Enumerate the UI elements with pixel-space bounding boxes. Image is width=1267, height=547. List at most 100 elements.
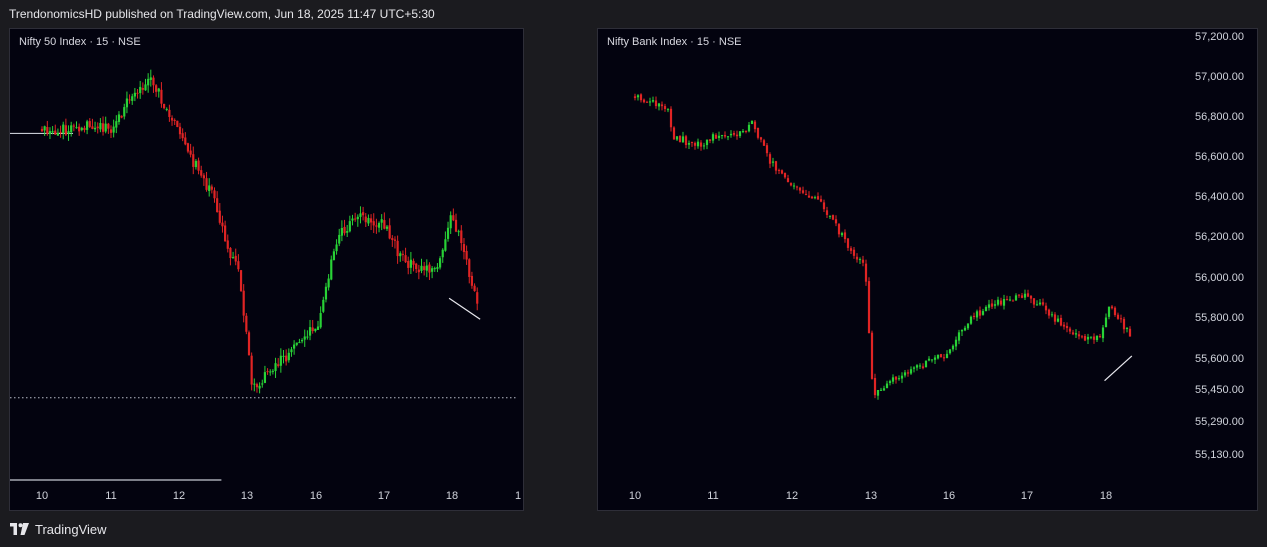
candle-body xyxy=(660,104,664,107)
candle-body xyxy=(675,136,679,140)
candle-body xyxy=(708,139,712,141)
y-tick-label: 57,000.00 xyxy=(1195,71,1244,83)
candle-body xyxy=(54,130,57,135)
candle-body xyxy=(123,107,126,117)
candle-body xyxy=(176,120,179,127)
candle-body xyxy=(648,101,652,103)
candle-body xyxy=(993,304,997,306)
candle-body xyxy=(417,269,420,273)
candle-body xyxy=(56,132,60,136)
candle-body xyxy=(918,365,922,367)
candle-body xyxy=(131,96,134,101)
nifty50-chart-svg[interactable]: 25,300.0025,200.0025,100.0025,000.0024,9… xyxy=(10,29,524,511)
candle-body xyxy=(359,213,362,217)
candle-body xyxy=(46,126,49,134)
candle-body xyxy=(843,232,847,240)
candle-body xyxy=(720,134,724,136)
candle-body xyxy=(231,257,235,259)
candle-body xyxy=(945,353,949,358)
candle-body xyxy=(795,186,799,188)
candle-body xyxy=(274,363,277,372)
candle-body xyxy=(927,358,931,361)
candle-body xyxy=(681,136,685,143)
x-tick-label: 18 xyxy=(446,490,458,502)
candle-body xyxy=(200,170,203,176)
candle-body xyxy=(457,231,460,233)
candle-body xyxy=(741,131,745,133)
candle-body xyxy=(666,109,670,111)
nifty50-chart-panel[interactable]: 25,300.0025,200.0025,100.0025,000.0024,9… xyxy=(9,28,524,511)
candle-body xyxy=(290,349,293,353)
candle-body xyxy=(454,219,458,232)
candle-body xyxy=(393,239,397,241)
candle-body xyxy=(663,106,667,110)
candle-body xyxy=(67,131,70,134)
y-tick-label: 55,450.00 xyxy=(1195,384,1244,396)
candle-body xyxy=(173,119,176,121)
candle-body xyxy=(633,96,637,99)
candle-body xyxy=(1101,327,1105,339)
candle-body xyxy=(383,220,386,229)
candle-body xyxy=(322,299,325,312)
candle-body xyxy=(234,255,237,262)
candle-body xyxy=(981,311,985,315)
candle-body xyxy=(86,121,89,130)
candle-body xyxy=(48,131,52,135)
candle-body xyxy=(109,129,113,133)
candle-body xyxy=(115,121,118,128)
candle-body xyxy=(449,215,452,229)
candle-body xyxy=(963,327,967,331)
candle-body xyxy=(810,196,814,199)
candle-body xyxy=(452,215,455,221)
candle-body xyxy=(388,225,391,239)
candle-body xyxy=(255,384,259,388)
candle-body xyxy=(771,161,775,163)
niftybank-chart-panel[interactable]: 57,200.00 57,000.00 56,800.00 56,600.00 56,4… xyxy=(597,28,1258,511)
candle-body xyxy=(470,275,474,286)
candle-body xyxy=(436,267,439,269)
candle-body xyxy=(213,190,216,199)
trend-line xyxy=(448,297,481,320)
candle-body xyxy=(717,135,721,138)
niftybank-chart-svg[interactable]: 57,200.00 57,000.00 56,800.00 56,600.00 56,4… xyxy=(598,29,1258,511)
publisher-line: TrendonomicsHD published on TradingView.… xyxy=(9,7,435,21)
candle-body xyxy=(1020,295,1024,298)
candle-body xyxy=(277,364,280,366)
candle-body xyxy=(133,92,136,97)
candle-body xyxy=(221,222,224,227)
candle-body xyxy=(229,247,232,259)
candle-body xyxy=(101,123,105,132)
candle-body xyxy=(714,134,718,139)
candle-body xyxy=(205,178,208,190)
candle-body xyxy=(226,240,229,249)
candle-body xyxy=(250,355,253,385)
x-tick-label: 11 xyxy=(105,490,116,502)
candle-body xyxy=(942,357,946,359)
candle-body xyxy=(879,389,883,391)
candle-body xyxy=(651,100,655,102)
candle-body xyxy=(157,88,160,92)
candle-body xyxy=(369,218,373,223)
candle-body xyxy=(155,85,158,92)
candle-body xyxy=(245,315,248,332)
candle-body xyxy=(1107,306,1111,317)
candle-body xyxy=(293,344,296,349)
candle-body xyxy=(804,193,808,195)
candle-body xyxy=(253,383,256,385)
candle-body xyxy=(1014,295,1018,301)
x-tick-label: 13 xyxy=(241,490,253,502)
candle-body xyxy=(91,126,94,130)
candle-body xyxy=(678,135,682,143)
candle-body xyxy=(846,238,850,248)
x-tick-label: 17 xyxy=(378,490,390,502)
candle-body xyxy=(465,250,468,260)
candle-body xyxy=(636,95,640,98)
candle-body xyxy=(1098,336,1102,338)
candle-body xyxy=(285,355,288,362)
candle-body xyxy=(744,130,748,132)
candle-body xyxy=(783,172,787,178)
candle-body xyxy=(1032,298,1036,305)
candle-body xyxy=(107,123,110,129)
candle-body xyxy=(1110,306,1114,309)
tradingview-footer[interactable]: TradingView xyxy=(10,518,107,540)
